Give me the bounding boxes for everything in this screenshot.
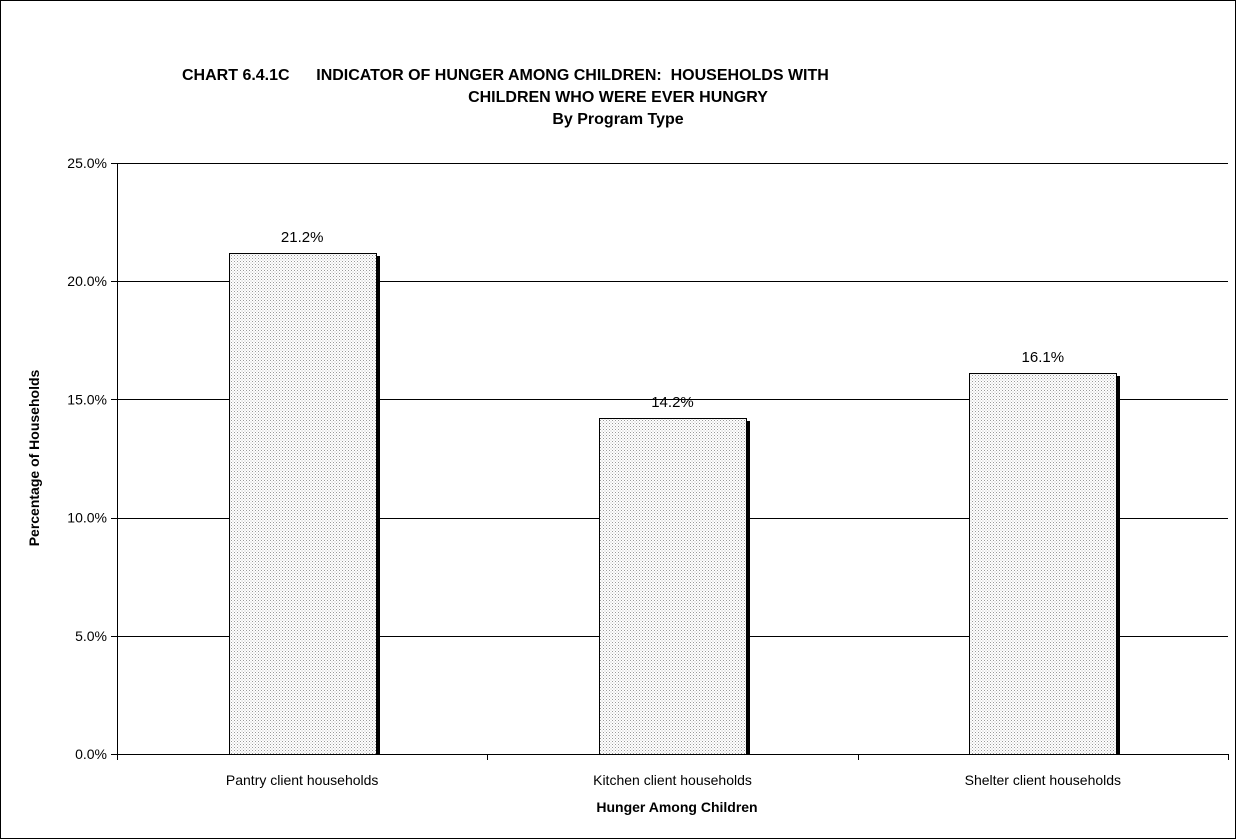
- chart-title-line-2: CHILDREN WHO WERE EVER HUNGRY: [468, 89, 768, 106]
- data-label: 21.2%: [281, 229, 324, 246]
- bar: [229, 253, 377, 755]
- bars: [229, 253, 1120, 755]
- y-tick-label: 5.0%: [75, 628, 107, 644]
- data-labels: 21.2% 14.2% 16.1%: [281, 229, 1064, 411]
- x-tick-label: Shelter client households: [965, 772, 1121, 788]
- chart-title-line-1: CHART 6.4.1C INDICATOR OF HUNGER AMONG C…: [182, 67, 829, 84]
- y-tick-labels: 0.0% 5.0% 10.0% 15.0% 20.0% 25.0%: [67, 155, 107, 762]
- x-axis-title: Hunger Among Children: [596, 799, 757, 815]
- bar: [599, 418, 747, 755]
- data-label: 16.1%: [1022, 349, 1065, 366]
- bar: [969, 373, 1117, 755]
- y-tick-label: 25.0%: [67, 155, 107, 171]
- y-tick-label: 20.0%: [67, 273, 107, 289]
- x-tick-label: Pantry client households: [226, 772, 379, 788]
- y-tick-label: 15.0%: [67, 391, 107, 407]
- chart-subtitle: By Program Type: [552, 111, 684, 128]
- x-tick-label: Kitchen client households: [593, 772, 752, 788]
- y-tick-label: 0.0%: [75, 746, 107, 762]
- data-label: 14.2%: [651, 394, 694, 411]
- axes: [111, 163, 1229, 760]
- x-tick-labels: Pantry client households Kitchen client h…: [226, 772, 1121, 788]
- y-axis-title: Percentage of Households: [26, 369, 42, 546]
- y-tick-label: 10.0%: [67, 510, 107, 526]
